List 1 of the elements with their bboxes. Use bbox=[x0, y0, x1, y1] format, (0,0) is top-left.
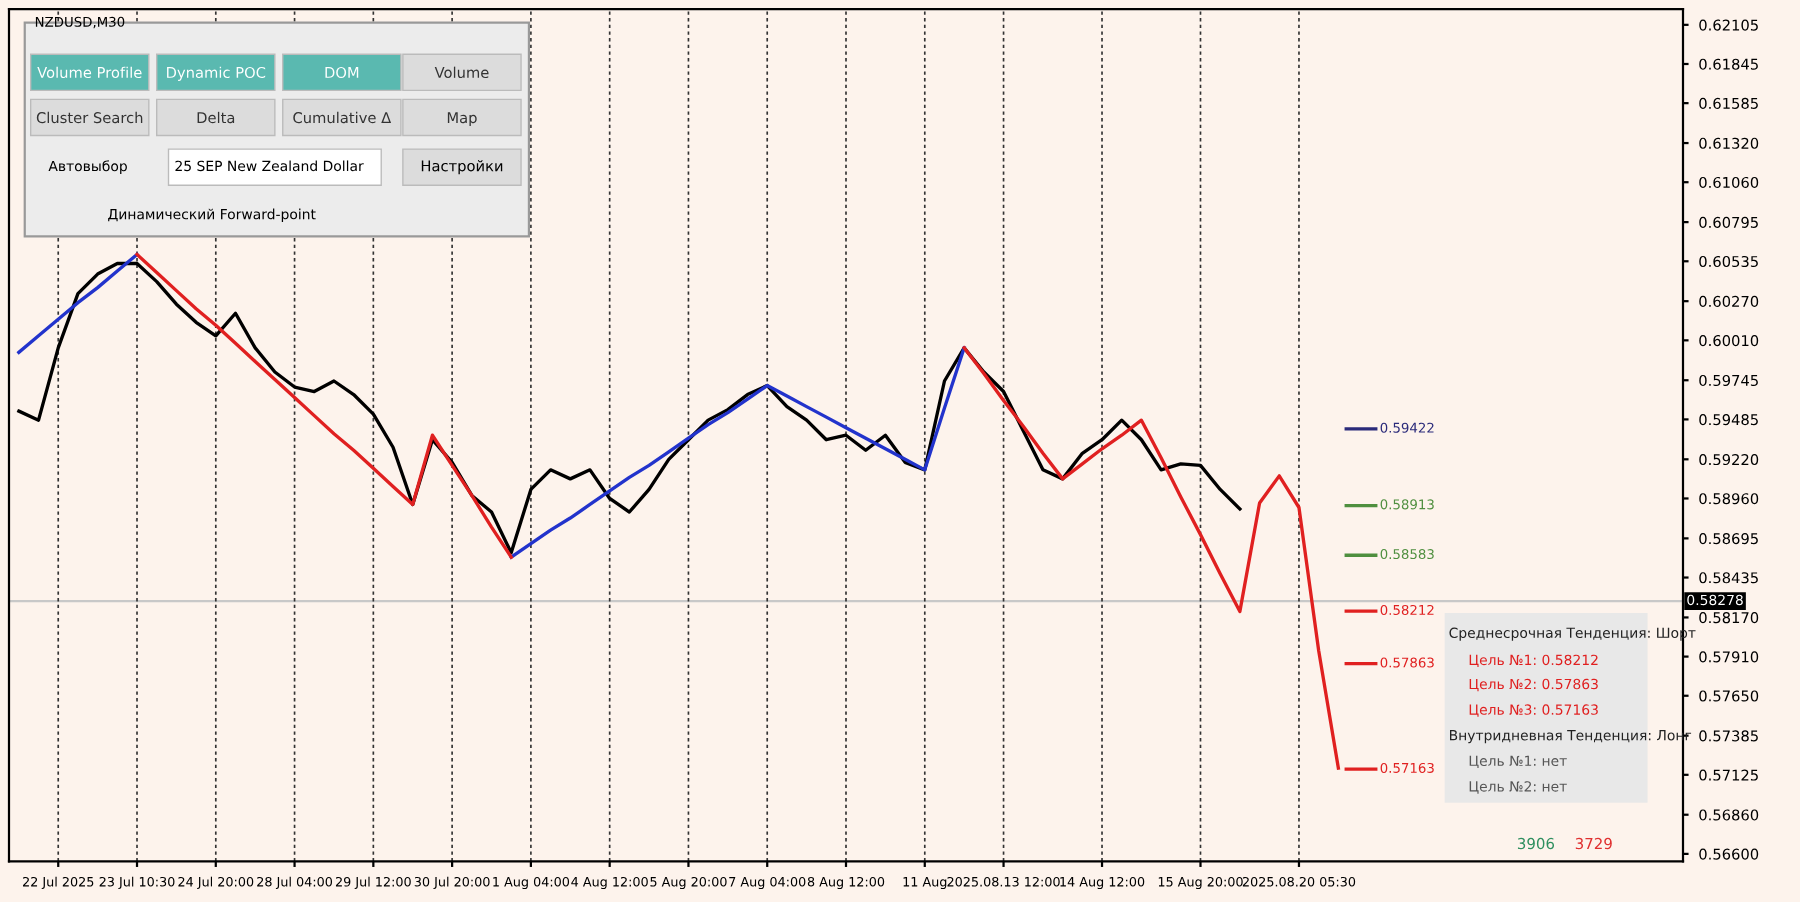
line-series bbox=[17, 261, 1242, 555]
